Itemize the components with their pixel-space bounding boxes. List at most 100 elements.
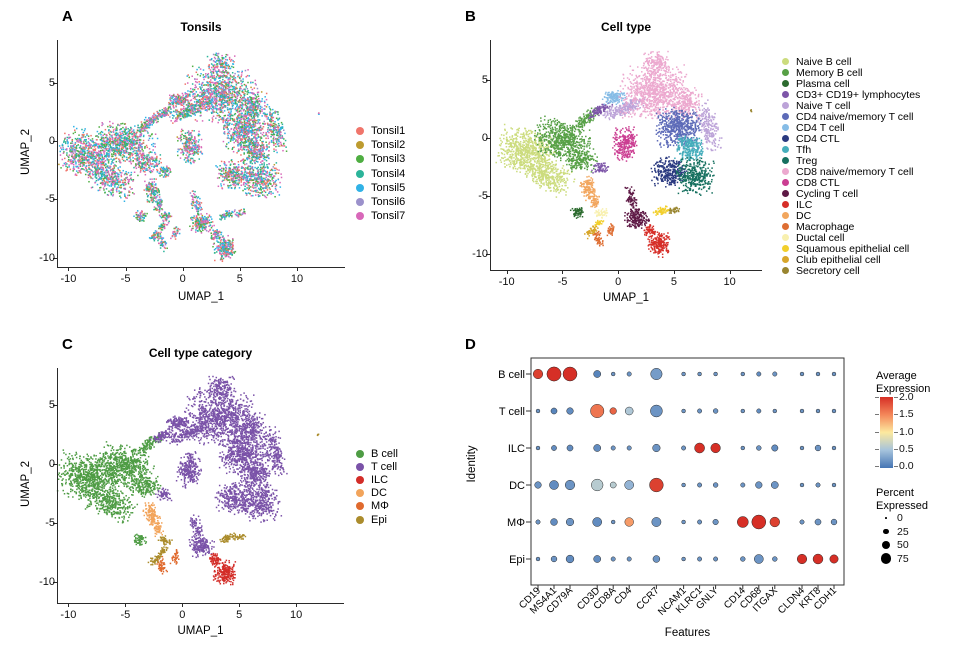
legend-swatch [782, 69, 789, 76]
legend-label: Memory B cell [796, 66, 863, 79]
axis-tick-label: -5 [120, 609, 131, 621]
row-label: T cell [499, 406, 525, 418]
legend-swatch [782, 113, 789, 120]
expression-dot [624, 480, 634, 490]
percent-legend-dot [883, 528, 889, 535]
expression-dot [550, 555, 558, 563]
expression-dot [649, 477, 664, 493]
legend-swatch [782, 212, 789, 219]
expression-dot [681, 408, 686, 414]
legend-label: Tonsil6 [371, 196, 406, 209]
feature-label: CD4 [612, 585, 634, 607]
expression-legend-title: Average Expression [876, 370, 930, 396]
expression-dot [770, 481, 779, 489]
expression-dot [754, 554, 764, 564]
expression-dot [712, 482, 719, 488]
legend-label: B cell [371, 447, 398, 460]
legend-item: Tonsil6 [356, 195, 405, 209]
percent-legend-label: 0 [897, 512, 903, 524]
expression-dot [652, 555, 661, 563]
legend-item: CD3+ CD19+ lymphocytes [782, 88, 921, 101]
colorbar-tick-label: 0.5 [899, 442, 914, 455]
legend-label: CD3+ CD19+ lymphocytes [796, 88, 921, 101]
axis-tick-label: -5 [120, 273, 131, 285]
legend-item: T cell [356, 460, 398, 473]
expression-dot [713, 371, 718, 377]
dotplot-panel-border [530, 357, 845, 586]
colorbar-tick-mark [875, 431, 879, 433]
row-label: DC [509, 480, 525, 492]
legend-label: ILC [371, 473, 389, 486]
axis-tick-label: 0 [615, 276, 622, 288]
legend-label: Tonsil1 [371, 125, 406, 138]
axis-tick-label: 0 [179, 273, 186, 285]
expression-dot [771, 444, 779, 452]
legend-item: Cycling T cell [782, 187, 920, 200]
expression-dot [626, 445, 632, 451]
legend-label: Naive T cell [796, 99, 851, 112]
legend-item: Epi [356, 513, 398, 526]
expression-dot [830, 518, 838, 526]
axis-tick-label: 10 [290, 609, 303, 621]
colorbar-tick-mark [875, 397, 879, 398]
expression-dot [697, 556, 703, 562]
expression-dot [694, 442, 705, 454]
panel-d-letter: D [465, 336, 476, 353]
expression-dot [681, 482, 686, 488]
expression-dot [697, 519, 703, 525]
legend-label: CD4 T cell [796, 121, 845, 134]
expression-dot [814, 518, 822, 526]
expression-dot [610, 445, 616, 451]
expression-dot [815, 482, 821, 488]
expression-dot [740, 556, 746, 562]
legend-item: Plasma cell [782, 78, 920, 90]
expression-dot [681, 519, 686, 525]
axis-tick-label: -10 [498, 276, 515, 288]
axis-tick-label: -10 [60, 609, 77, 621]
row-label: MΦ [507, 517, 525, 529]
legend-swatch [356, 141, 364, 150]
expression-dot [697, 482, 703, 488]
panel-a-title: Tonsils [180, 20, 222, 34]
legend-swatch [782, 58, 789, 65]
legend-label: Macrophage [796, 220, 855, 233]
expression-dot [831, 482, 837, 488]
expression-dot [740, 408, 745, 414]
colorbar-tick-mark [894, 397, 898, 398]
legend-label: Club epithelial cell [796, 253, 881, 266]
panel-a-letter: A [62, 8, 73, 25]
panel-b-letter: B [465, 8, 476, 25]
expression-dot [756, 371, 762, 377]
legend-item: Tfh [782, 144, 920, 156]
percent-legend-label: 75 [897, 552, 909, 565]
panel-c-legend: B cell T cell ILC DC MΦ Epi [356, 447, 398, 526]
expression-dot [626, 556, 632, 562]
expression-dot [535, 408, 541, 414]
legend-swatch [782, 124, 789, 131]
expression-dot [712, 518, 719, 526]
expression-dot [831, 371, 837, 377]
expression-dot [566, 444, 574, 452]
expression-dot [740, 371, 745, 377]
umap-scatter-c [49, 368, 344, 612]
percent-legend-label: 50 [897, 539, 909, 551]
legend-label: Cycling T cell [796, 187, 859, 200]
expression-dot [626, 371, 632, 377]
colorbar-tick-mark [875, 414, 879, 416]
row-label: Epi [509, 554, 525, 566]
axis-tick-label: 0 [48, 135, 55, 148]
panel-b-legend: Naive B cell Memory B cell Plasma cell CD3+… [782, 56, 921, 277]
legend-item: DC [356, 487, 398, 500]
colorbar-tick-label: 2.0 [899, 391, 914, 403]
expression-dot [799, 408, 805, 414]
expression-dot [624, 517, 634, 527]
expression-dot [564, 479, 576, 491]
expression-dot [769, 516, 780, 528]
expression-dot [681, 445, 687, 451]
expression-dot [565, 517, 575, 527]
axis-tick-label: -5 [45, 516, 55, 529]
legend-swatch [782, 102, 789, 109]
legend-swatch [356, 475, 364, 484]
expression-dot [550, 407, 558, 415]
